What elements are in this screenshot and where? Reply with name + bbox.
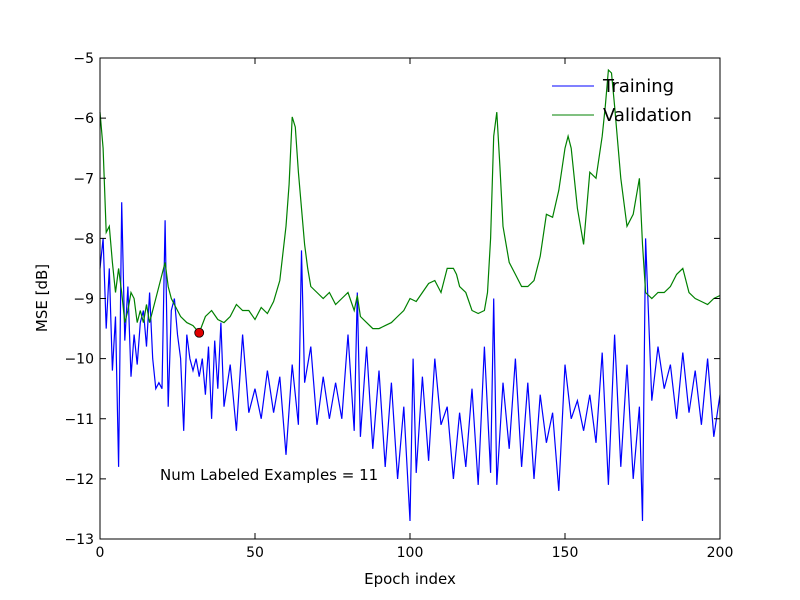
y-tick-label: −7: [73, 171, 94, 187]
series-line-validation: [99, 68, 721, 334]
y-tick-label: −9: [73, 292, 94, 308]
y-tick-label: −10: [64, 352, 94, 368]
legend: Training Validation: [552, 76, 692, 126]
y-tick-label: −8: [73, 231, 94, 247]
y-axis-label: MSE [dB]: [33, 264, 51, 332]
x-tick-label: 50: [246, 545, 264, 561]
y-tick-label: −6: [73, 111, 94, 127]
y-tick-label: −12: [64, 472, 94, 488]
series-line-training: [99, 202, 721, 522]
series-layer: [99, 68, 721, 522]
y-tick-label: −11: [64, 412, 94, 428]
tick-layer: 0 50 100 150 200 −5 −6 −7 −8 −9 −10 −11 −12 −13: [64, 51, 733, 561]
x-tick-label: 0: [96, 545, 105, 561]
x-tick-label: 100: [397, 545, 424, 561]
y-tick-label: −5: [73, 51, 94, 67]
x-axis-label: Epoch index: [364, 570, 456, 588]
annotation-text: Num Labeled Examples = 11: [160, 466, 378, 484]
best-validation-marker: [194, 327, 205, 338]
legend-validation-label: Validation: [603, 105, 692, 126]
x-tick-label: 150: [552, 545, 579, 561]
y-tick-label: −13: [64, 532, 94, 548]
x-tick-label: 200: [707, 545, 734, 561]
marker-layer: [194, 327, 205, 338]
legend-training-label: Training: [602, 76, 674, 97]
